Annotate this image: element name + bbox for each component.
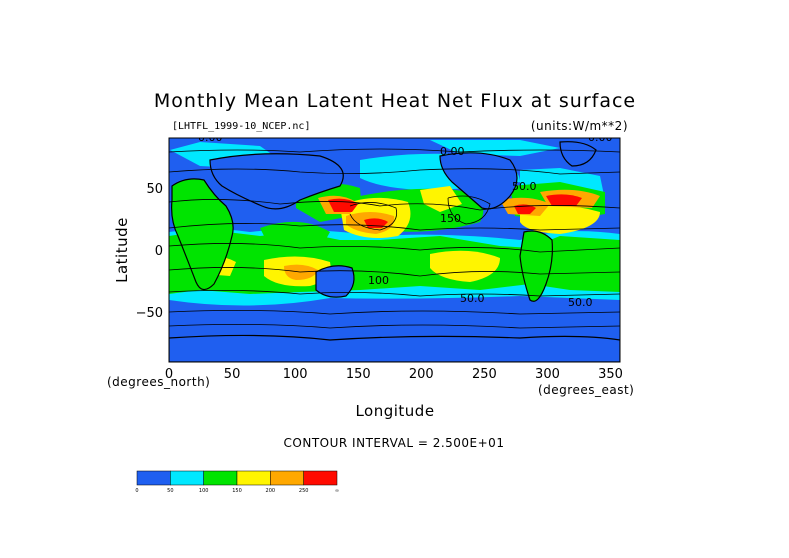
x-tick-label: 150 (346, 367, 371, 382)
y-axis-ticks: 50 0 −50 (136, 182, 163, 321)
x-tick-label: 350 (598, 367, 623, 382)
units-label: (units:W/m**2) (531, 119, 628, 133)
contour-labels: 0.00 0.00 0.00 150 50.0 100 50.0 50.0 (198, 131, 613, 309)
flux-map: 0.00 0.00 0.00 150 50.0 100 50.0 50.0 (168, 131, 621, 363)
colorbar-level-label: 50 (167, 488, 173, 494)
contour-label-8: 50.0 (512, 180, 537, 193)
colorbar-level-label: 200 (266, 488, 276, 494)
chart-title: Monthly Mean Latent Heat Net Flux at sur… (154, 90, 636, 112)
x-tick-label: 50 (224, 367, 241, 382)
colorbar: 0 50 100 150 200 250 ∞ (135, 470, 339, 494)
x-unit-label: (degrees_east) (538, 383, 634, 397)
red-regions (328, 194, 582, 228)
contour-label-7: 50.0 (568, 296, 593, 309)
colorbar-level-label: 0 (135, 488, 138, 494)
contour-label-1: 0.00 (198, 131, 223, 144)
contour-interval-label: CONTOUR INTERVAL = 2.500E+01 (284, 436, 505, 450)
contour-label-2: 0.00 (440, 145, 465, 158)
x-tick-label: 250 (472, 367, 497, 382)
plot-frame (168, 137, 621, 363)
y-tick-label: 50 (146, 182, 163, 197)
x-axis-label: Longitude (355, 402, 434, 420)
x-tick-label: 300 (535, 367, 560, 382)
x-axis-ticks: 0 50 100 150 200 250 300 350 (165, 367, 623, 382)
continents (169, 141, 620, 362)
colorbar-level-label: 250 (299, 488, 309, 494)
y-tick-label: −50 (136, 306, 163, 321)
colorbar-level-label: 150 (232, 488, 242, 494)
contour-lines (169, 148, 620, 329)
contour-label-5: 50.0 (460, 292, 485, 305)
colorbar-swatch (203, 470, 238, 486)
colorbar-level-label: 100 (199, 488, 209, 494)
colorbar-swatch (303, 470, 338, 486)
contour-label-4: 150 (440, 212, 461, 225)
colorbar-swatch (270, 470, 304, 486)
contour-label-6: 100 (368, 274, 389, 287)
colorbar-level-label: ∞ (335, 488, 339, 494)
y-tick-label: 0 (155, 244, 163, 259)
x-tick-label: 200 (409, 367, 434, 382)
colorbar-swatch (136, 470, 171, 486)
colorbar-swatch (236, 470, 271, 486)
x-tick-label: 0 (165, 367, 173, 382)
colorbar-swatch (170, 470, 204, 486)
y-unit-label: (degrees_north) (107, 375, 210, 389)
x-tick-label: 100 (283, 367, 308, 382)
contour-label-3: 0.00 (588, 131, 613, 144)
y-axis-label: Latitude (113, 217, 131, 283)
file-label: [LHTFL_1999-10_NCEP.nc] (172, 121, 310, 132)
